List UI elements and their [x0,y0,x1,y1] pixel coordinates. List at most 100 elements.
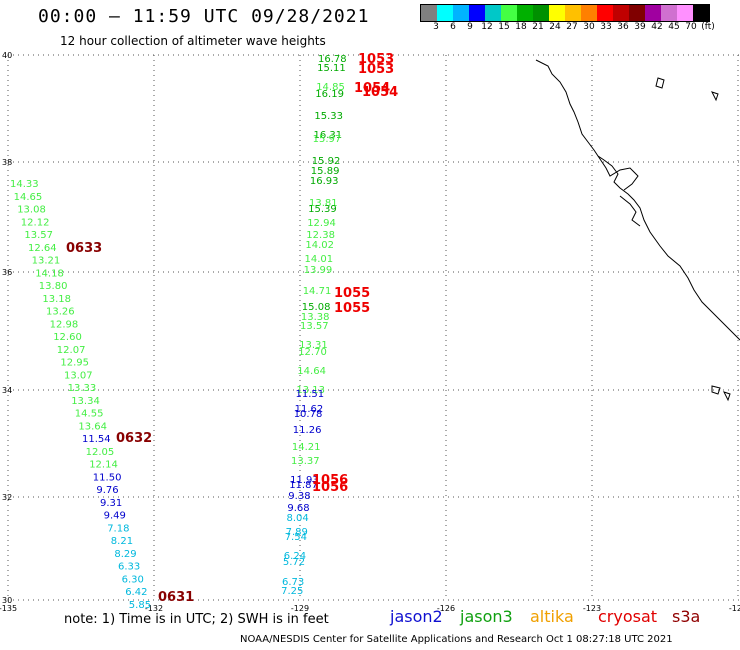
wave-height-value: 6.42 [125,587,147,598]
wave-height-value: 11.50 [93,472,122,483]
credit-line: NOAA/NESDIS Center for Satellite Applica… [240,634,673,645]
island [711,385,721,395]
wave-height-value: 12.70 [298,347,327,358]
wave-height-value: 9.49 [104,511,126,522]
pass-time-label: 0632 [116,431,152,446]
wave-height-value: 16.93 [310,176,339,187]
wave-height-value: 15.92 [312,156,341,167]
pass-time-label: 1055 [334,286,370,301]
color-scale-label: 30 [583,22,595,32]
wave-height-value: 14.65 [14,192,43,203]
color-scale-label: 9 [467,22,473,32]
wave-height-value: 13.26 [46,307,75,318]
wave-height-value: 13.38 [301,312,330,323]
wave-height-value: 15.11 [317,63,346,74]
monterey-bay [619,195,641,227]
wave-height-value: 5.72 [283,557,305,568]
color-scale-label: 27 [566,22,578,32]
pass-time-label: 0631 [158,590,194,605]
wave-height-value: 14.71 [303,286,332,297]
sf-bay [597,155,639,191]
wave-height-value: 16.31 [314,130,343,141]
wave-height-value: 14.18 [35,268,64,279]
wave-height-value: 6.30 [122,574,144,585]
color-scale-label: 21 [532,22,544,32]
wave-height-value: 11.62 [295,404,324,415]
color-scale-label: 39 [634,22,646,32]
wave-height-value: 13.57 [24,230,53,241]
wave-height-value: 15.89 [311,166,340,177]
wave-height-value: 8.04 [287,513,309,524]
pass-time-label: 1054 [362,85,398,100]
latitude-label: 36 [2,268,12,277]
wave-height-value: 13.33 [68,383,97,394]
wave-height-value: 9.76 [96,485,118,496]
latitude-label: 38 [2,158,12,167]
wave-height-value: 8.29 [114,549,136,560]
pass-time-label: 1055 [334,301,370,316]
wave-height-value: 15.33 [314,111,343,122]
wave-height-value: 12.64 [28,243,57,254]
color-swatch [645,5,661,21]
wave-height-value: 15.97 [313,134,342,145]
color-swatch [517,5,533,21]
wave-height-value: 13.34 [71,396,100,407]
wave-height-value: 12.12 [21,217,50,228]
wave-height-value: 11.54 [82,434,111,445]
wave-height-value: 12.60 [53,332,82,343]
wave-height-value: 13.18 [42,294,71,305]
wave-height-value: 9.68 [287,503,309,514]
page-title: 00:00 – 11:59 UTC 09/28/2021 [38,6,370,27]
color-scale-label: 3 [433,22,439,32]
wave-height-value: 7.89 [286,527,308,538]
lat-lon-grid: 40 38 36 34 32 30-135 -132 -129 -126 -123 -120 [0,51,740,613]
wave-height-value: 13.07 [64,370,93,381]
latitude-label: 30 [2,596,12,605]
page-subtitle: 12 hour collection of altimeter wave hei… [60,34,326,48]
pass-time-label: 0633 [66,241,102,256]
color-scale-label: 36 [617,22,629,32]
latitude-label: 34 [2,386,12,395]
wave-height-value: 14.85 [316,82,345,93]
satellite-legend-jason2: jason2 [390,607,443,626]
wave-height-value: 13.81 [309,198,338,209]
wave-height-value: 13.31 [299,340,328,351]
color-swatch [677,5,693,21]
color-swatch [581,5,597,21]
longitude-label: -123 [583,604,601,613]
color-scale-label: 6 [450,22,456,32]
wave-height-value: 13.57 [300,321,329,332]
island [655,77,665,89]
color-scale-label: 12 [481,22,493,32]
wave-height-value: 13.99 [304,265,333,276]
wave-height-value: 14.21 [292,442,321,453]
latitude-label: 32 [2,493,12,502]
wave-height-value: 13.21 [32,256,61,267]
color-swatch [565,5,581,21]
wave-height-value: 8.21 [111,536,133,547]
wave-height-value: 11.26 [293,425,322,436]
wave-height-value: 9.38 [288,491,310,502]
wave-height-value: 7.18 [107,523,129,534]
longitude-label: -135 [0,604,17,613]
color-swatch [485,5,501,21]
wave-height-value: 9.31 [100,498,122,509]
wave-height-value: 14.02 [305,240,334,251]
color-swatch [469,5,485,21]
wave-height-value: 15.08 [302,302,331,313]
satellite-legend-s3a: s3a [672,607,701,626]
color-scale-label: 70 [685,22,697,32]
color-scale-label: 45 [668,22,680,32]
wave-height-value: 5.85 [129,600,151,611]
color-scale-bar [420,4,710,22]
wave-height-value: 6.73 [282,577,304,588]
latitude-label: 40 [2,51,12,60]
longitude-label: -120 [729,604,740,613]
color-scale-label: (ft) [701,22,715,32]
wave-height-value: 13.13 [296,385,325,396]
wave-height-value: 14.64 [297,366,326,377]
color-scale-label: 15 [498,22,510,32]
color-swatch [501,5,517,21]
